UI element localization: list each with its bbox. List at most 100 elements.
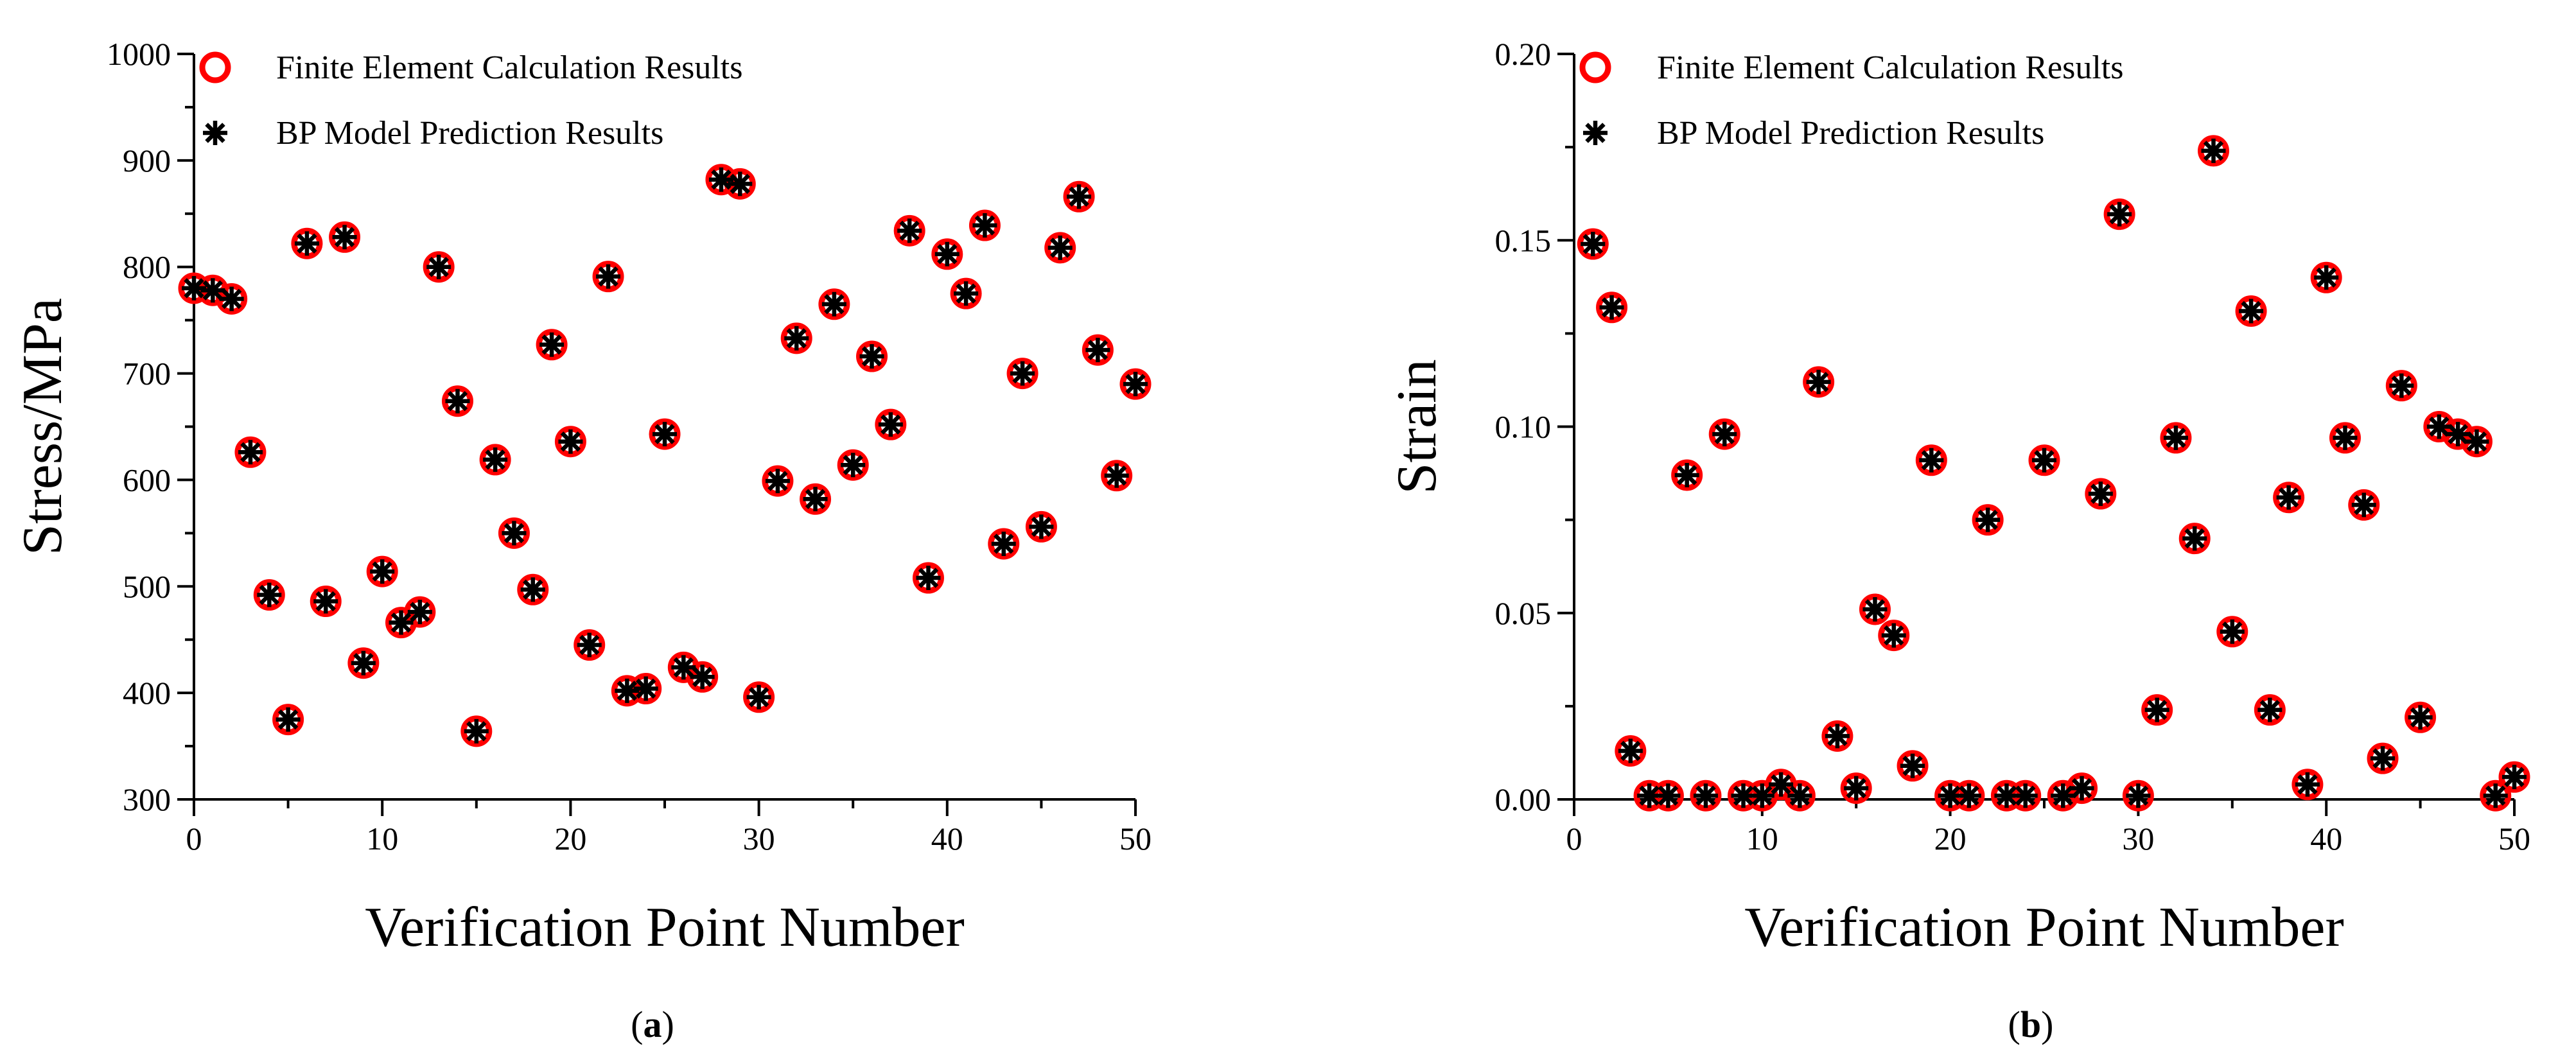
data-point-circle: [592, 261, 624, 293]
data-point-asterisk: [2426, 414, 2451, 439]
data-point-circle: [1840, 772, 1872, 805]
data-point-circle: [950, 277, 982, 309]
data-point-circle: [611, 675, 643, 707]
legend-circle-marker: [1579, 51, 1611, 83]
data-point-circle: [2216, 616, 2248, 648]
legend-label-fe: Finite Element Calculation Results: [1657, 49, 2123, 86]
data-point-circle: [2498, 761, 2530, 793]
y-tick-label: 300: [123, 781, 171, 817]
series-bp-predictions: [1581, 138, 2527, 808]
legend-asterisk-marker: [1583, 121, 1608, 145]
data-point-asterisk: [1825, 724, 1850, 749]
data-point-asterisk: [1618, 738, 1643, 763]
x-tick-label: 0: [186, 821, 202, 857]
y-tick-label: 500: [123, 568, 171, 604]
data-point-asterisk: [1769, 772, 1794, 797]
x-tick-label: 30: [743, 821, 775, 857]
data-point-asterisk: [1976, 507, 2001, 532]
data-point-asterisk: [502, 521, 527, 546]
data-point-circle: [988, 528, 1020, 560]
data-point-asterisk: [1067, 184, 1092, 209]
data-point-asterisk: [2088, 481, 2113, 506]
data-point-asterisk: [1029, 514, 1054, 539]
data-point-asterisk: [1844, 776, 1869, 801]
x-tick-label: 40: [931, 821, 963, 857]
data-point-asterisk: [2464, 429, 2489, 454]
data-point-asterisk: [671, 655, 696, 680]
data-point-circle: [574, 629, 606, 661]
y-tick-label: 0.20: [1495, 36, 1552, 72]
data-point-asterisk: [464, 718, 489, 744]
data-point-asterisk: [1085, 338, 1110, 363]
legend-circle-marker: [199, 51, 231, 83]
data-point-asterisk: [558, 429, 583, 454]
data-point-asterisk: [200, 278, 225, 303]
data-point-circle: [366, 555, 398, 587]
data-point-asterisk: [1919, 448, 1944, 473]
data-point-circle: [2405, 701, 2437, 733]
data-point-circle: [2480, 779, 2512, 812]
x-tick-label: 30: [2122, 821, 2154, 857]
data-point-asterisk: [916, 566, 941, 591]
data-point-circle: [2122, 779, 2154, 812]
data-point-circle: [630, 673, 662, 705]
y-axis-title: Stress/MPa: [12, 298, 74, 555]
data-point-asterisk: [389, 610, 414, 635]
data-point-circle: [1821, 720, 1853, 752]
data-point-circle: [1859, 593, 1891, 625]
data-point-asterisk: [2182, 526, 2207, 551]
data-point-asterisk: [1693, 783, 1718, 808]
data-point-asterisk: [784, 326, 809, 351]
data-point-asterisk: [238, 440, 263, 465]
data-point-circle: [1708, 418, 1740, 450]
data-point-asterisk: [803, 487, 828, 512]
x-tick-label: 40: [2310, 821, 2342, 857]
data-point-circle: [1690, 779, 1722, 812]
data-point-circle: [2310, 261, 2342, 293]
series-fe-results: [178, 164, 1152, 747]
data-point-asterisk: [653, 422, 677, 447]
data-point-asterisk: [1104, 463, 1129, 488]
data-point-circle: [2160, 422, 2192, 454]
data-point-circle: [931, 238, 963, 270]
data-point-asterisk: [276, 707, 301, 732]
data-point-asterisk: [577, 632, 602, 657]
data-point-circle: [1972, 504, 2004, 536]
data-point-asterisk: [2013, 783, 2038, 808]
data-point-circle: [460, 715, 493, 747]
data-point-circle: [856, 340, 888, 372]
y-tick-label: 0.10: [1495, 409, 1552, 445]
data-point-circle: [310, 586, 342, 618]
data-point-asterisk: [2163, 425, 2188, 450]
data-point-circle: [875, 408, 907, 440]
data-point-circle: [1615, 735, 1647, 767]
data-point-asterisk: [1674, 462, 1699, 487]
data-point-asterisk: [728, 171, 753, 196]
data-point-circle: [1101, 460, 1133, 492]
data-point-circle: [912, 562, 944, 594]
data-point-asterisk: [2144, 697, 2169, 722]
data-point-circle: [2291, 769, 2324, 801]
data-point-asterisk: [841, 453, 866, 478]
data-point-asterisk: [2239, 299, 2264, 324]
legend-asterisk-marker: [203, 121, 227, 145]
data-point-asterisk: [2351, 492, 2376, 518]
data-point-circle: [743, 681, 775, 713]
data-point-circle: [2178, 523, 2211, 555]
data-point-asterisk: [821, 292, 846, 317]
data-point-circle: [968, 209, 1001, 241]
y-tick-label: 1000: [107, 36, 171, 72]
data-point-circle: [253, 579, 285, 611]
data-point-circle: [2348, 489, 2380, 521]
data-point-circle: [1878, 620, 1910, 652]
data-point-circle: [479, 444, 511, 476]
data-point-circle: [1006, 358, 1038, 390]
data-point-circle: [1063, 180, 1095, 213]
data-point-circle: [1119, 368, 1152, 400]
data-point-circle: [1025, 510, 1057, 543]
data-point-circle: [780, 322, 812, 354]
data-point-asterisk: [219, 286, 244, 311]
data-point-circle: [1897, 750, 1929, 782]
data-point-circle: [517, 573, 549, 605]
data-point-asterisk: [2483, 783, 2508, 808]
